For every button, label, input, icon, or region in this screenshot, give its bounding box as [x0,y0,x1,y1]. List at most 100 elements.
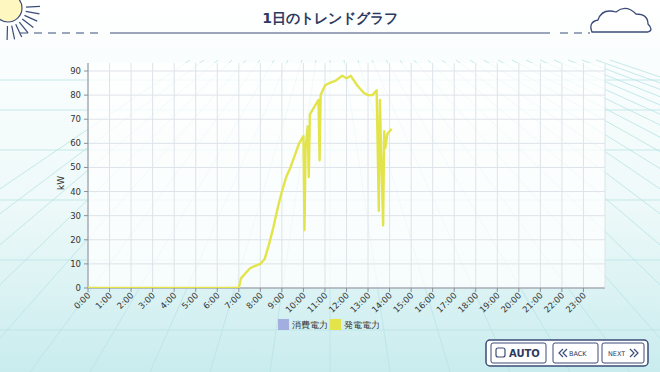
x-tick-label: 13:00 [348,290,372,314]
next-icon [630,349,638,357]
y-tick [84,191,88,192]
title-rule-dash [20,32,100,33]
y-tick [84,95,88,96]
x-grid-line [238,63,239,288]
sun-ray [19,22,28,33]
x-grid-line [518,63,519,288]
back-icon [559,349,567,357]
sun-ray [24,15,37,21]
x-grid-line [195,63,196,288]
x-grid-line [475,63,476,288]
x-grid-line [432,63,433,288]
y-tick [84,239,88,240]
series-line [88,76,392,288]
x-tick-label: 19:00 [477,290,501,314]
x-grid-line [389,63,390,288]
floor-line [596,60,660,372]
x-tick [518,288,519,292]
x-grid-line [368,63,369,288]
x-grid-line [454,63,455,288]
button[interactable]: NEXT [602,343,644,363]
x-tick-label: 3:00 [136,290,157,311]
sun-ray [22,19,33,28]
y-axis [88,63,89,288]
button-label[interactable]: NEXT [608,350,625,358]
x-tick-label: 20:00 [499,290,523,314]
x-grid-line [411,63,412,288]
y-tick-label: 70 [70,114,81,124]
legend-label: 発電電力 [344,320,380,330]
button-box[interactable] [553,343,598,363]
legend: 消費電力発電電力 [278,319,380,330]
button[interactable]: AUTO [491,343,546,363]
x-tick [454,288,455,292]
y-tick-label: 50 [70,162,81,172]
x-tick [540,288,541,292]
chart-root: 1日のトレンドグラフ01020304050607080900:001:002:0… [0,0,660,372]
cloud-icon [591,8,651,32]
y-tick [84,215,88,216]
x-tick-label: 8:00 [244,290,265,311]
y-tick-label: 60 [70,138,81,148]
x-grid-line [217,63,218,288]
x-tick-label: 18:00 [456,290,480,314]
x-grid-line [131,63,132,288]
x-tick [131,288,132,292]
y-tick-label: 0 [76,283,81,293]
y-tick [84,167,88,168]
title-rule-dash [560,32,590,33]
sun-ray [6,26,8,40]
button-label[interactable]: BACK [569,350,587,358]
y-tick-label: 90 [70,66,81,76]
y-tick [84,263,88,264]
x-grid-line [561,63,562,288]
sun-ray [26,11,40,14]
x-tick [260,288,261,292]
x-tick-label: 0:00 [72,290,93,311]
x-tick-label: 16:00 [413,290,437,314]
x-tick-label: 11:00 [305,290,329,314]
button-frame [486,340,648,366]
x-tick-label: 2:00 [115,290,136,311]
x-tick [281,288,282,292]
x-grid-line [88,63,89,288]
button-bar: AUTO BACK NEXT [486,340,648,366]
x-tick [346,288,347,292]
x-tick [497,288,498,292]
y-tick [84,119,88,120]
x-tick-label: 6:00 [201,290,222,311]
x-grid-line [346,63,347,288]
legend-swatch [330,319,341,330]
x-grid-line [324,63,325,288]
x-tick [109,288,110,292]
x-tick-label: 4:00 [158,290,179,311]
x-tick [411,288,412,292]
series-group [88,76,392,288]
sun-icon [0,0,40,40]
x-tick [88,288,89,292]
legend-swatch [278,319,289,330]
button-label[interactable]: AUTO [509,348,540,359]
x-tick-label: 7:00 [223,290,244,311]
x-grid-line [540,63,541,288]
x-tick-label: 17:00 [434,290,458,314]
x-tick-label: 23:00 [563,290,587,314]
button-box[interactable] [602,343,644,363]
background [0,0,660,372]
x-tick [368,288,369,292]
y-tick-label: 10 [70,259,81,269]
x-tick [432,288,433,292]
x-tick [217,288,218,292]
sun-core [0,0,22,22]
y-tick-label: 30 [70,211,81,221]
x-tick-label: 21:00 [520,290,544,314]
x-grid-line [583,63,584,288]
button[interactable]: BACK [553,343,598,363]
x-tick [389,288,390,292]
x-tick [475,288,476,292]
y-axis-label: kW [56,176,66,190]
title-rule [110,32,550,33]
y-tick-label: 20 [70,235,81,245]
button-box[interactable] [491,343,546,363]
y-tick-label: 80 [70,90,81,100]
